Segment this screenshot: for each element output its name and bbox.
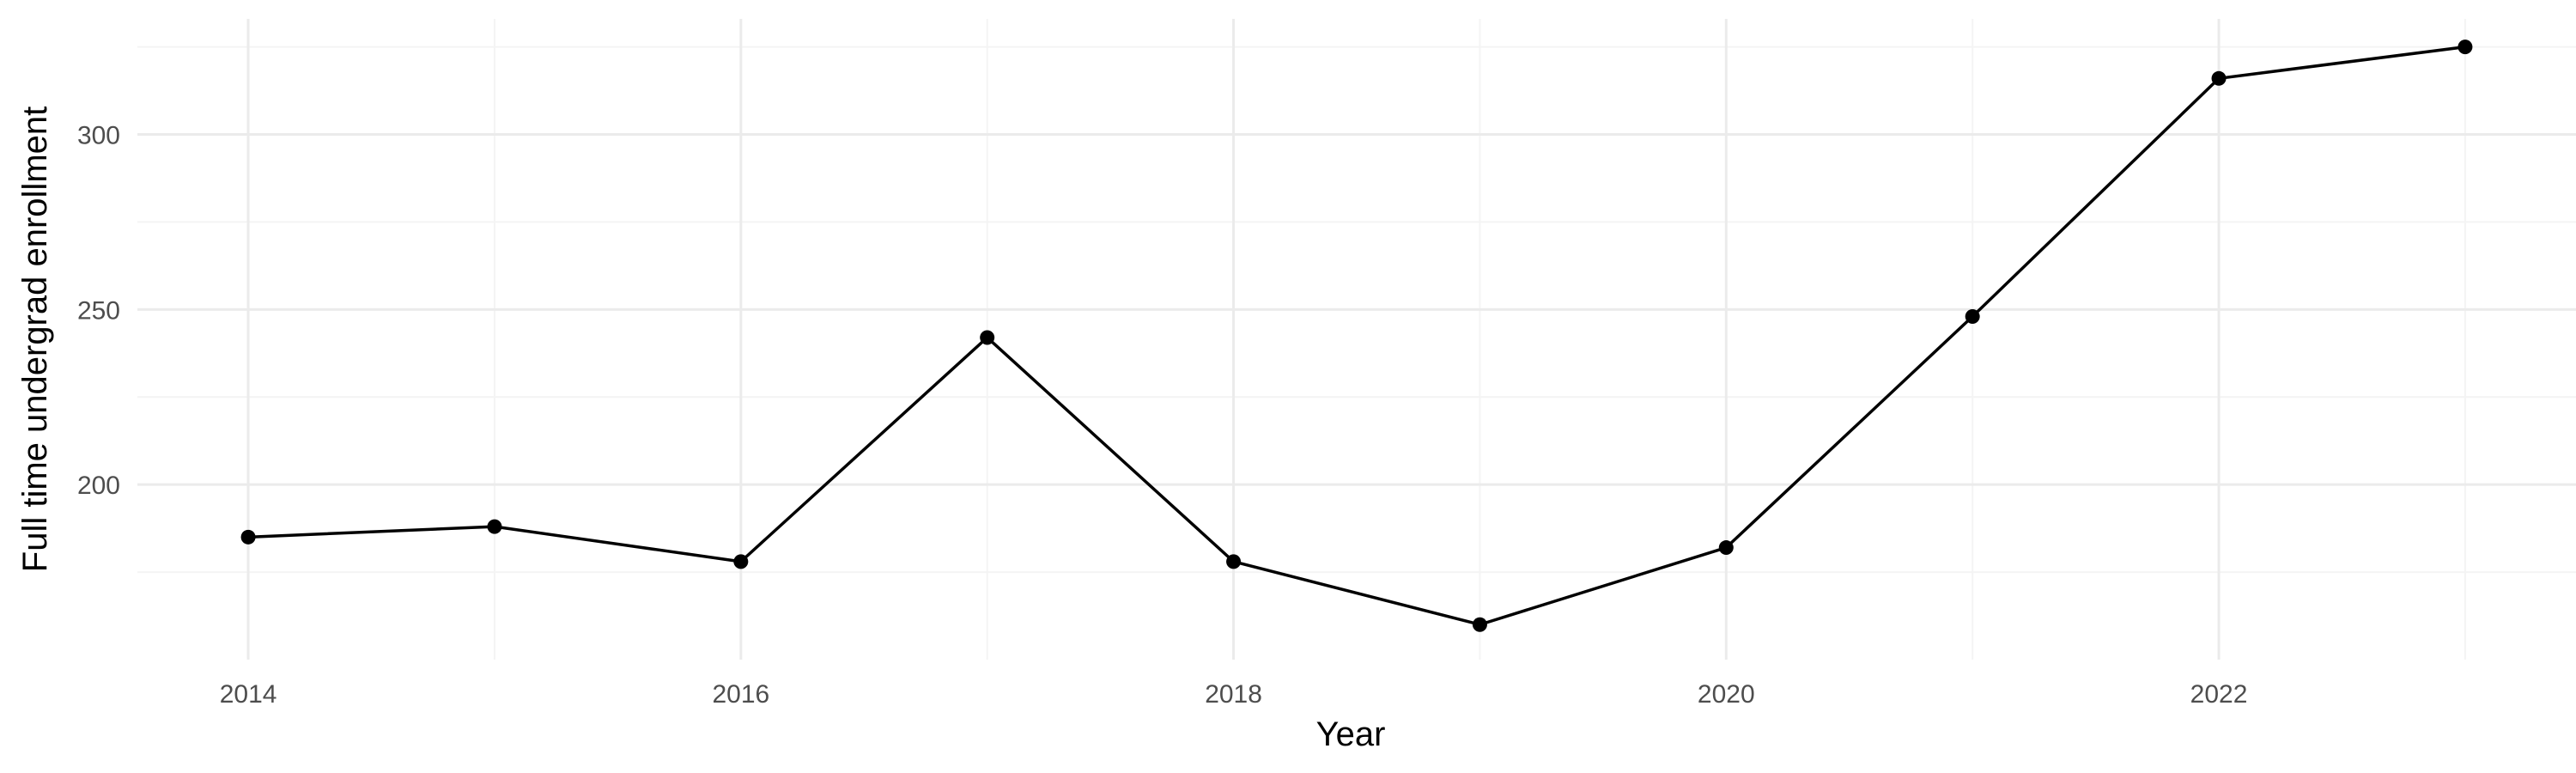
x-tick-label: 2018: [1205, 680, 1262, 709]
series-line: [248, 45, 2466, 626]
major-gridlines: [137, 19, 2576, 660]
series-layer: [240, 40, 2473, 632]
x-tick-label: 2022: [2190, 680, 2248, 709]
data-point: [2458, 40, 2473, 55]
data-point: [1472, 617, 1487, 632]
data-point: [980, 330, 995, 345]
data-point: [1965, 309, 1980, 325]
y-tick-label: 250: [77, 296, 120, 325]
x-tick-label: 2014: [220, 680, 277, 709]
data-point: [240, 529, 256, 545]
y-tick-label: 300: [77, 122, 120, 150]
data-point: [733, 554, 749, 569]
y-tick-label: 200: [77, 472, 120, 500]
y-axis-tick-labels: 200 250 300: [77, 122, 120, 501]
minor-gridlines: [137, 19, 2576, 660]
x-tick-label: 2020: [1698, 680, 1755, 709]
x-axis-title: Year: [1316, 715, 1386, 753]
x-axis-tick-labels: 2014 2016 2018 2020 2022: [220, 680, 2248, 709]
data-point: [1226, 554, 1242, 569]
y-axis-title: Full time undergrad enrollment: [16, 107, 54, 572]
data-point: [487, 519, 502, 534]
x-tick-label: 2016: [712, 680, 769, 709]
data-point: [1718, 540, 1734, 556]
data-point: [2211, 70, 2227, 86]
